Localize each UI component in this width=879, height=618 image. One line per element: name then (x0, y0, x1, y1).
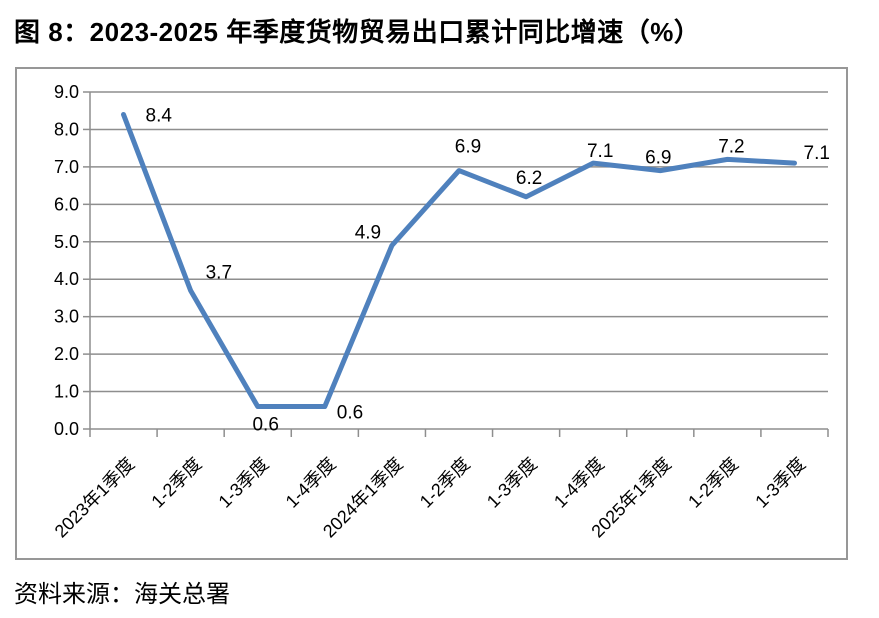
x-axis-category-label: 1-4季度 (282, 454, 340, 512)
x-axis-category-label: 1-4季度 (550, 454, 608, 512)
data-point-label: 6.9 (645, 148, 671, 169)
x-axis-category-label: 1-3季度 (751, 454, 809, 512)
y-axis-tick-label: 7.0 (54, 157, 79, 177)
x-axis-category-label: 1-3季度 (483, 454, 541, 512)
y-axis-tick-label: 3.0 (54, 307, 79, 327)
x-axis-category-label: 1-2季度 (147, 454, 205, 512)
y-axis-tick-label: 4.0 (54, 269, 79, 289)
data-point-label: 6.9 (455, 137, 481, 158)
data-point-label: 3.7 (206, 263, 232, 284)
y-axis-tick-label: 8.0 (54, 119, 79, 139)
y-axis-tick-label: 1.0 (54, 382, 79, 402)
data-point-label: 6.2 (516, 168, 542, 189)
y-axis-tick-label: 2.0 (54, 344, 79, 364)
data-point-label: 7.1 (587, 141, 613, 162)
source-note: 资料来源：海关总署 (14, 581, 230, 608)
x-axis-category-label: 2023年1季度 (51, 454, 139, 542)
data-point-label: 7.1 (804, 143, 830, 164)
x-axis-category-label: 1-2季度 (416, 454, 474, 512)
figure-title: 图 8：2023-2025 年季度货物贸易出口累计同比增速（%） (14, 17, 701, 47)
y-axis-tick-label: 0.0 (54, 419, 79, 439)
data-point-label: 0.6 (337, 403, 363, 424)
data-series-line (121, 112, 797, 409)
data-point-label: 7.2 (718, 136, 744, 157)
x-axis-category-label: 1-2季度 (684, 454, 742, 512)
data-point-label: 4.9 (355, 223, 381, 244)
x-axis-category-label: 1-3季度 (215, 454, 273, 512)
data-point-label: 8.4 (146, 106, 173, 127)
data-point-label: 0.6 (252, 415, 278, 436)
y-axis-tick-label: 6.0 (54, 194, 79, 214)
y-axis-tick-label: 5.0 (54, 232, 79, 252)
chart-plot-area: 0.0 1.0 2.0 3.0 4.0 5.0 6.0 7.0 8.0 9.0 2023年1季度 1-… (15, 67, 848, 560)
y-axis-tick-label: 9.0 (54, 82, 79, 102)
